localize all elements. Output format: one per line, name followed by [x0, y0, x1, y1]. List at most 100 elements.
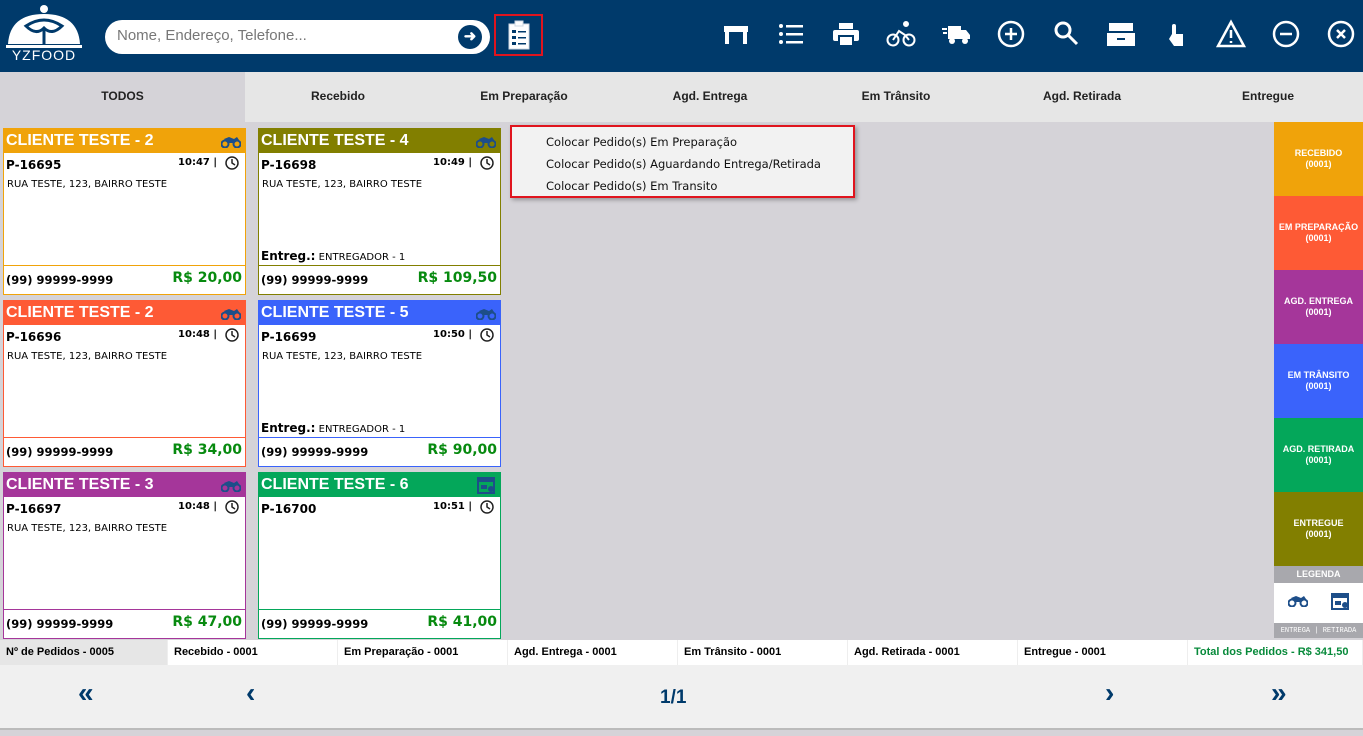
clock-icon	[225, 156, 239, 170]
order-card[interactable]: CLIENTE TESTE - 5 P-16699 10:50 | RUA TE…	[258, 300, 501, 467]
customer-phone: (99) 99999-9999	[261, 445, 369, 459]
order-id: P-16695	[6, 158, 62, 172]
printer-button[interactable]	[829, 19, 863, 53]
order-id: P-16697	[6, 502, 62, 516]
clock-icon	[225, 328, 239, 342]
minus-circle-icon	[1271, 19, 1301, 54]
menu-item-em-transito[interactable]: Colocar Pedido(s) Em Transito	[546, 179, 718, 193]
customer-phone: (99) 99999-9999	[6, 617, 114, 631]
table-button[interactable]	[719, 19, 753, 53]
close-circle-button[interactable]	[1324, 19, 1358, 53]
order-card[interactable]: CLIENTE TESTE - 2 P-16695 10:47 | RUA TE…	[3, 128, 246, 295]
tab-1[interactable]: Recebido	[310, 89, 365, 103]
tab-3[interactable]: Agd. Entrega	[672, 89, 748, 103]
order-time: 10:51 |	[433, 501, 472, 512]
order-id: P-16700	[261, 502, 317, 516]
motorcycle-icon	[220, 476, 242, 500]
first-page-button[interactable]: «	[78, 677, 94, 708]
tab-2[interactable]: Em Preparação	[480, 89, 568, 103]
legend-icons	[1274, 583, 1363, 623]
motorcycle-icon	[475, 304, 497, 328]
search-input[interactable]	[117, 27, 447, 44]
status-label: AGD. RETIRADA	[1282, 444, 1355, 454]
minus-circle-button[interactable]	[1269, 19, 1303, 53]
search-icon	[1051, 19, 1081, 54]
search-box: ➜	[105, 20, 490, 54]
list-button[interactable]	[774, 19, 808, 53]
customer-name: CLIENTE TESTE - 2	[6, 304, 154, 321]
status-label: ENTREGUE	[1293, 518, 1344, 528]
customer-name: CLIENTE TESTE - 3	[6, 476, 154, 493]
driver-label: Entreg.:	[261, 249, 316, 263]
tab-6[interactable]: Entregue	[1241, 89, 1294, 103]
clock-icon	[480, 156, 494, 170]
touch-button[interactable]	[1159, 19, 1193, 53]
summary-item: Em Preparação - 0001	[338, 640, 508, 665]
prev-page-button[interactable]: ‹	[246, 677, 256, 708]
warning-icon	[1215, 18, 1247, 54]
status-filter-2[interactable]: AGD. ENTREGA (0001)	[1274, 270, 1363, 344]
status-label: EM TRÂNSITO	[1287, 370, 1350, 380]
last-page-button[interactable]: »	[1271, 677, 1287, 708]
order-card[interactable]: CLIENTE TESTE - 2 P-16696 10:48 | RUA TE…	[3, 300, 246, 467]
order-address: RUA TESTE, 123, BAIRRO TESTE	[7, 179, 168, 190]
list-icon	[776, 19, 806, 54]
order-address: RUA TESTE, 123, BAIRRO TESTE	[7, 351, 168, 362]
next-page-button[interactable]: ›	[1105, 677, 1115, 708]
warning-button[interactable]	[1214, 18, 1248, 54]
truck-button[interactable]	[939, 19, 973, 53]
bicycle-button[interactable]	[884, 19, 918, 53]
plus-circle-icon	[996, 19, 1026, 54]
plus-circle-button[interactable]	[994, 19, 1028, 53]
motorcycle-icon	[220, 132, 242, 156]
menu-item-aguardando[interactable]: Colocar Pedido(s) Aguardando Entrega/Ret…	[546, 157, 821, 171]
customer-phone: (99) 99999-9999	[6, 273, 114, 287]
status-filter-0[interactable]: RECEBIDO (0001)	[1274, 122, 1363, 196]
top-bar: YZFOOD ➜	[0, 0, 1363, 72]
clipboard-list-icon	[508, 20, 529, 50]
legend-title: LEGENDA	[1274, 566, 1363, 583]
status-filter-4[interactable]: AGD. RETIRADA (0001)	[1274, 418, 1363, 492]
order-driver: Entreg.: ENTREGADOR - 1	[261, 249, 405, 263]
search-button[interactable]	[1049, 19, 1083, 53]
tab-5[interactable]: Agd. Retirada	[1042, 89, 1121, 103]
tab-4[interactable]: Em Trânsito	[861, 89, 931, 103]
order-driver: Entreg.: ENTREGADOR - 1	[261, 421, 405, 435]
drawer-icon	[1106, 19, 1136, 54]
motorcycle-icon	[220, 304, 242, 328]
drawer-button[interactable]	[1104, 19, 1138, 53]
logo-icon	[6, 5, 82, 48]
driver-name: ENTREGADOR - 1	[318, 252, 406, 263]
truck-icon	[941, 19, 971, 54]
order-time: 10:48 |	[178, 329, 217, 340]
summary-bar: Nº de Pedidos - 0005 Recebido - 0001 Em Pr…	[0, 640, 1363, 665]
menu-item-em-preparacao[interactable]: Colocar Pedido(s) Em Preparação	[546, 135, 738, 149]
order-total: R$ 109,50	[417, 270, 497, 286]
tab-0[interactable]: TODOS	[0, 72, 245, 122]
order-id: P-16698	[261, 158, 317, 172]
status-filter-3[interactable]: EM TRÂNSITO (0001)	[1274, 344, 1363, 418]
order-card[interactable]: CLIENTE TESTE - 6 P-16700 10:51 | (99) 9…	[258, 472, 501, 639]
order-id: P-16696	[6, 330, 62, 344]
customer-name: CLIENTE TESTE - 4	[261, 132, 409, 149]
search-go-button[interactable]: ➜	[458, 25, 482, 49]
summary-item: Agd. Retirada - 0001	[848, 640, 1018, 665]
driver-label: Entreg.:	[261, 421, 316, 435]
order-total: R$ 47,00	[172, 614, 242, 630]
status-filter-5[interactable]: ENTREGUE (0001)	[1274, 492, 1363, 566]
status-count: (0001)	[1305, 455, 1332, 465]
status-count: (0001)	[1305, 159, 1332, 169]
customer-name: CLIENTE TESTE - 6	[261, 476, 409, 493]
status-tabs: TODOS Recebido Em Preparação Agd. Entrega Em…	[0, 72, 1363, 122]
status-filter-1[interactable]: EM PREPARAÇÃO (0001)	[1274, 196, 1363, 270]
order-card[interactable]: CLIENTE TESTE - 4 P-16698 10:49 | RUA TE…	[258, 128, 501, 295]
clock-icon	[480, 500, 494, 514]
order-address: RUA TESTE, 123, BAIRRO TESTE	[262, 179, 423, 190]
motorcycle-icon	[475, 132, 497, 156]
order-card[interactable]: CLIENTE TESTE - 3 P-16697 10:48 | RUA TE…	[3, 472, 246, 639]
legend-footer: ENTREGA | RETIRADA	[1274, 623, 1363, 638]
status-actions-button[interactable]	[494, 14, 543, 56]
bicycle-icon	[886, 19, 916, 54]
customer-phone: (99) 99999-9999	[6, 445, 114, 459]
logo-text: YZFOOD	[11, 47, 77, 63]
